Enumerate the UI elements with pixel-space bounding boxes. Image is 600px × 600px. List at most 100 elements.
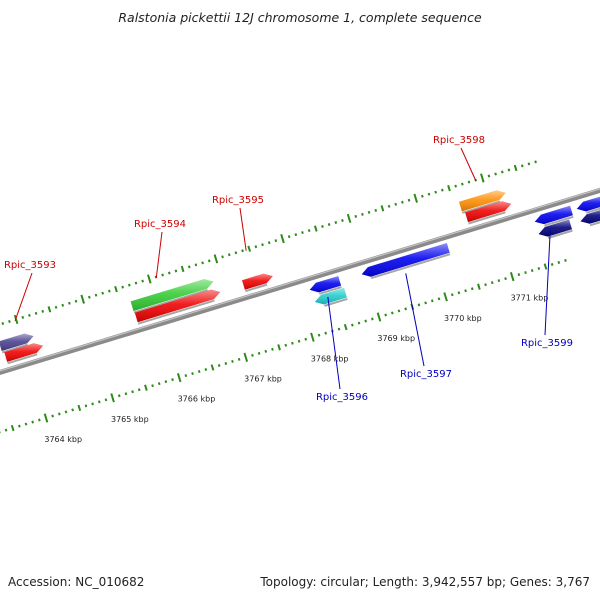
scale-tick — [346, 213, 352, 224]
gene-feature-4[interactable] — [4, 343, 44, 365]
gene-arrow-shading — [459, 190, 506, 212]
scale-tick — [207, 259, 211, 263]
scale-tick — [550, 262, 554, 266]
scale-tick — [97, 400, 101, 404]
gene-feature-10[interactable] — [309, 276, 342, 295]
scale-tick — [507, 168, 511, 172]
label-leader-line — [405, 273, 425, 367]
scale-label: 3764 kbp — [44, 435, 82, 444]
scale-tick — [310, 332, 315, 342]
scale-tick — [241, 249, 244, 253]
scale-tick — [513, 164, 518, 172]
scale-label: 3765 kbp — [111, 415, 149, 424]
gene-label[interactable]: Rpic_3599 — [521, 338, 573, 349]
scale-tick — [267, 241, 271, 245]
scale-tick — [251, 353, 254, 357]
scale-tick — [47, 306, 52, 313]
scale-tick — [114, 285, 118, 293]
scale-tick — [361, 212, 364, 216]
scale-tick — [157, 382, 161, 386]
gene-arrow-shading — [361, 243, 450, 277]
scale-tick — [141, 279, 144, 283]
gene-feature-7[interactable] — [242, 273, 273, 293]
scale-tick — [457, 291, 461, 295]
gene-feature-6[interactable] — [134, 289, 221, 325]
scale-tick — [104, 398, 108, 402]
scale-tick — [144, 384, 148, 391]
scale-tick — [421, 194, 424, 198]
scale-tick — [243, 352, 249, 362]
scale-tick — [128, 283, 131, 287]
scale-tick — [31, 420, 34, 424]
scale-tick — [147, 274, 152, 284]
scale-tick — [161, 273, 164, 277]
gene-arrow-edge — [589, 221, 600, 227]
gene-label[interactable]: Rpic_3597 — [400, 369, 452, 380]
gene-features — [0, 190, 600, 365]
scale-tick — [213, 254, 219, 264]
scale-tick — [424, 301, 427, 305]
scale-tick — [41, 309, 45, 313]
gene-feature-11[interactable] — [314, 287, 348, 307]
scale-tick — [201, 261, 204, 265]
scale-tick — [504, 277, 507, 281]
scale-tick — [391, 311, 394, 315]
scale-ticks — [0, 160, 567, 434]
scale-tick — [543, 263, 548, 270]
scale-tick — [427, 192, 431, 196]
gene-arrow-edge — [245, 283, 268, 293]
scale-tick — [470, 287, 474, 291]
gene-arrow-shading — [576, 196, 600, 212]
gene-feature-8[interactable] — [459, 190, 506, 214]
gene-labels: 3764 kbp 3765 kbp 3766 kbp 3767 kbp 3768 kbp… — [4, 135, 573, 444]
scale-tick — [497, 279, 501, 283]
scale-tick — [537, 267, 541, 271]
scale-tick — [4, 428, 8, 432]
scale-tick — [530, 269, 534, 273]
scale-tick — [461, 182, 464, 186]
gene-label[interactable]: Rpic_3598 — [433, 135, 485, 146]
scale-tick — [354, 214, 358, 218]
gene-label[interactable]: Rpic_3596 — [316, 392, 368, 403]
scale-tick — [171, 378, 174, 382]
gene-label[interactable]: Rpic_3595 — [212, 195, 264, 206]
scale-tick — [54, 305, 58, 309]
gene-feature-9[interactable] — [465, 201, 512, 225]
scale-tick — [164, 380, 168, 384]
gene-feature-13[interactable] — [534, 205, 574, 227]
scale-tick — [174, 269, 178, 273]
scale-tick — [187, 265, 191, 269]
gene-feature-3[interactable] — [0, 333, 34, 354]
scale-tick — [284, 343, 288, 347]
scale-tick — [527, 162, 531, 166]
scale-tick — [434, 190, 438, 194]
scale-tick — [184, 374, 188, 378]
scale-tick — [304, 337, 308, 341]
scale-tick — [477, 283, 481, 290]
gene-feature-16[interactable] — [580, 209, 600, 227]
scale-label: 3771 kbp — [511, 294, 549, 303]
gene-label[interactable]: Rpic_3594 — [134, 219, 186, 230]
gene-arrow-shading — [309, 276, 342, 293]
scale-label: 3768 kbp — [311, 354, 349, 363]
label-leader-line — [327, 296, 341, 390]
scale-tick — [227, 253, 231, 257]
scale-tick — [343, 323, 348, 331]
gene-feature-14[interactable] — [538, 219, 573, 239]
gene-feature-12[interactable] — [361, 243, 451, 280]
scale-tick — [287, 235, 291, 239]
gene-feature-15[interactable] — [576, 196, 600, 214]
scale-tick — [534, 160, 537, 164]
scale-tick — [441, 188, 444, 192]
scale-tick — [317, 333, 321, 337]
accession-label: Accession: NC_010682 — [8, 575, 145, 589]
gene-feature-5[interactable] — [130, 279, 214, 314]
scale-tick — [464, 289, 467, 293]
scale-tick — [151, 384, 154, 388]
scale-tick — [371, 317, 374, 321]
gene-label[interactable]: Rpic_3593 — [4, 260, 56, 271]
scale-tick — [210, 364, 215, 371]
map-title: Ralstonia pickettii 12J chromosome 1, co… — [118, 10, 482, 25]
scale-tick — [404, 307, 407, 311]
